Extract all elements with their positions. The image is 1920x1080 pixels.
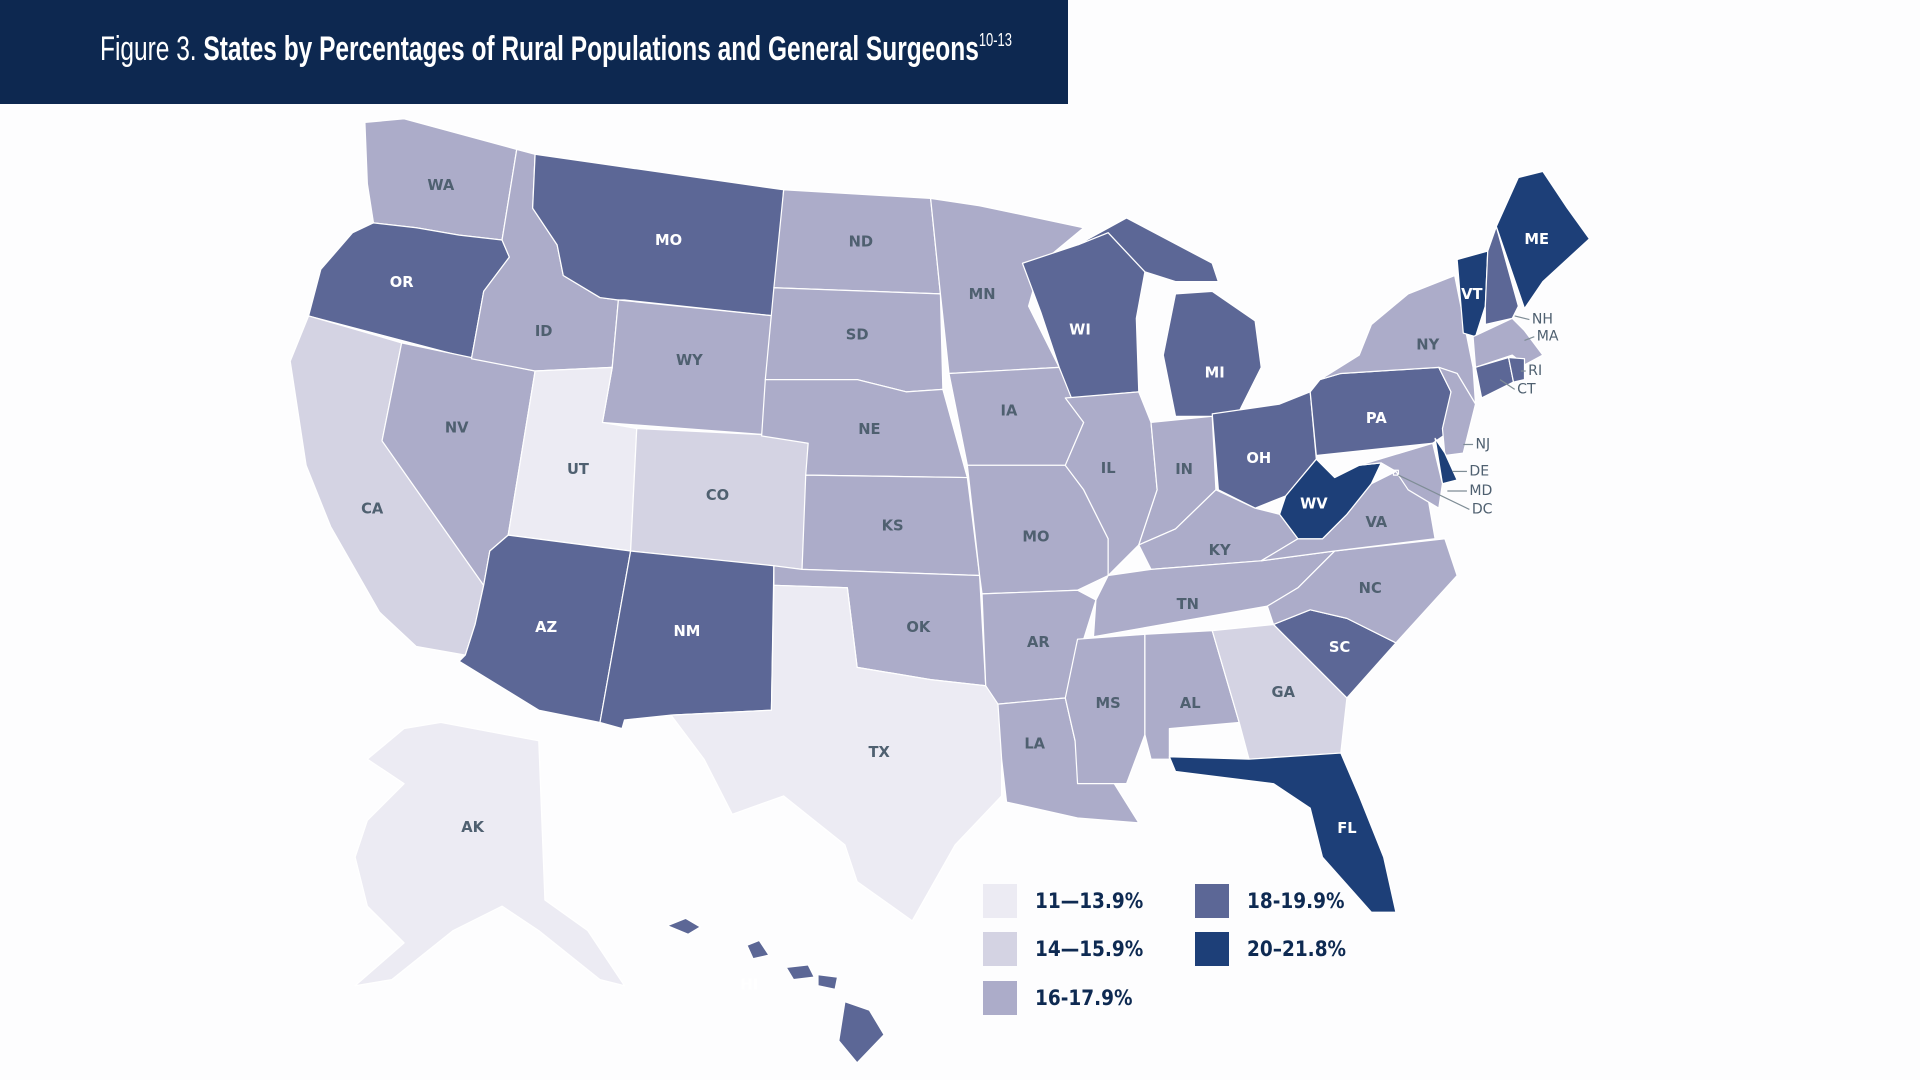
state-hi — [666, 917, 702, 935]
legend-item: 11—13.9% — [983, 884, 1158, 918]
legend-swatch — [1195, 932, 1229, 966]
state-hi — [785, 964, 815, 981]
state-ri — [1507, 356, 1526, 383]
state-wy — [601, 299, 775, 436]
state-nj — [1438, 366, 1477, 457]
state-label-mo: MO — [1022, 529, 1049, 546]
state-label-ca: CA — [361, 500, 384, 517]
state-label-id: ID — [535, 323, 553, 340]
legend-item: 18-19.9% — [1195, 884, 1358, 918]
state-label-oh: OH — [1246, 450, 1271, 467]
state-label-me: ME — [1524, 231, 1549, 248]
state-label-ri: RI — [1528, 363, 1542, 379]
state-label-de: DE — [1469, 463, 1489, 479]
state-de — [1434, 437, 1458, 485]
state-label-az: AZ — [535, 619, 557, 636]
leader-line — [1514, 315, 1530, 321]
state-hi — [746, 939, 770, 960]
figure-citation: 10-13 — [978, 30, 1012, 50]
state-label-vt: VT — [1461, 286, 1482, 303]
state-label-ok: OK — [906, 619, 930, 636]
leader-line — [1499, 379, 1516, 390]
state-label-in: IN — [1175, 461, 1193, 478]
state-label-sd: SD — [846, 327, 869, 344]
state-label-mt: MO — [655, 232, 682, 249]
state-label-mn: MN — [969, 286, 996, 303]
state-label-tn: TN — [1177, 596, 1199, 613]
state-me — [1495, 170, 1591, 310]
state-label-wv: WV — [1300, 495, 1328, 512]
state-label-ct: CT — [1517, 381, 1536, 397]
figure-number: Figure 3. — [100, 30, 197, 68]
state-label-ky: KY — [1209, 542, 1231, 559]
legend-item: 16-17.9% — [983, 981, 1146, 1015]
state-label-al: AL — [1180, 695, 1201, 712]
state-label-ne: NE — [858, 421, 880, 438]
state-label-ma: MA — [1537, 329, 1559, 345]
state-label-wi: WI — [1069, 322, 1091, 339]
state-label-ga: GA — [1272, 684, 1296, 701]
title-bar: Figure 3. States by Percentages of Rural… — [0, 0, 1068, 104]
state-label-wa: WA — [427, 177, 455, 194]
state-label-nh: NH — [1532, 312, 1553, 328]
legend-swatch — [983, 932, 1017, 966]
state-label-ak: AK — [461, 819, 484, 836]
legend-item: 14—15.9% — [983, 932, 1158, 966]
state-label-ms: MS — [1096, 695, 1121, 712]
legend-label: 16-17.9% — [1035, 986, 1133, 1010]
state-label-ar: AR — [1027, 634, 1050, 651]
state-label-la: LA — [1024, 735, 1045, 752]
state-label-nc: NC — [1359, 580, 1382, 597]
legend-label: 11—13.9% — [1035, 889, 1144, 913]
state-mi — [1162, 290, 1262, 417]
state-label-va: VA — [1365, 514, 1387, 531]
state-label-co: CO — [706, 487, 729, 504]
state-hi — [838, 1001, 885, 1064]
state-label-nm: NM — [673, 623, 700, 640]
state-ny — [1319, 274, 1477, 405]
legend-label: 18-19.9% — [1247, 889, 1345, 913]
state-label-dc: DC — [1472, 501, 1493, 517]
state-fl — [1168, 752, 1397, 913]
state-label-ks: KS — [882, 518, 904, 535]
state-label-md: MD — [1469, 483, 1492, 499]
state-label-nd: ND — [849, 233, 873, 250]
state-label-sc: SC — [1329, 639, 1350, 656]
state-mi — [1076, 217, 1219, 283]
state-vt — [1456, 250, 1489, 338]
state-label-ny: NY — [1416, 336, 1439, 353]
legend-swatch — [1195, 884, 1229, 918]
legend-swatch — [983, 981, 1017, 1015]
state-label-tx: TX — [869, 744, 891, 761]
state-label-ia: IA — [1001, 402, 1018, 419]
state-label-wy: WY — [676, 352, 703, 369]
legend-label: 14—15.9% — [1035, 937, 1144, 961]
figure-title-main: States by Percentages of Rural Populatio… — [203, 30, 979, 68]
state-ak — [354, 721, 626, 987]
state-nc — [1266, 538, 1458, 644]
state-label-ut: UT — [567, 461, 589, 478]
leader-line — [1398, 474, 1470, 510]
state-label-nj: NJ — [1476, 436, 1491, 452]
state-label-fl: FL — [1337, 820, 1356, 837]
state-label-or: OR — [390, 274, 414, 291]
figure-title: Figure 3. States by Percentages of Rural… — [100, 30, 1012, 69]
legend-item: 20–21.8% — [1195, 932, 1360, 966]
legend-label: 20–21.8% — [1247, 937, 1347, 961]
state-wv — [1278, 458, 1382, 540]
state-label-mi: MI — [1205, 364, 1225, 381]
state-hi — [817, 974, 839, 990]
state-label-pa: PA — [1366, 410, 1387, 427]
state-label-nv: NV — [445, 420, 469, 437]
legend-swatch — [983, 884, 1017, 918]
state-tx — [670, 584, 1003, 922]
state-mn — [930, 197, 1085, 375]
state-label-il: IL — [1101, 460, 1116, 477]
state-label-hi: HI — [741, 977, 759, 994]
leader-line — [1524, 336, 1535, 341]
